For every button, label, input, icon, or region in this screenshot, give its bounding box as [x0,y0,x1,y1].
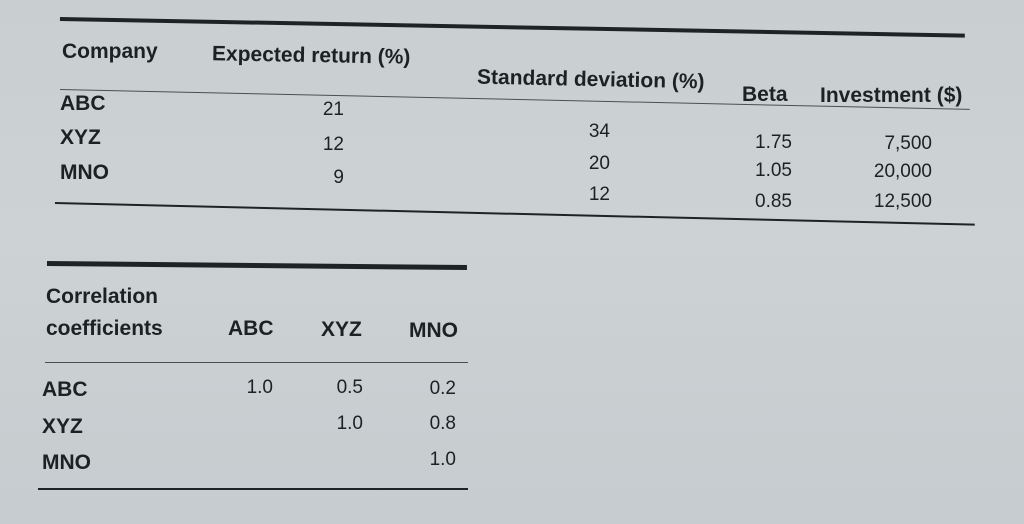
row-company-xyz: XYZ [60,126,101,149]
investment-xyz: 20,000 [873,161,932,182]
table1-bottom-rule [54,202,975,226]
corr-header-xyz: XYZ [321,318,362,341]
header-expected-return: Expected return (%) [211,42,411,69]
corr-row-abc: ABC [42,378,88,401]
corr-row-xyz: XYZ [42,415,83,438]
corr-row-mno: MNO [42,451,91,474]
table2-top-rule [46,261,467,271]
expected-return-mno: 9 [333,167,344,188]
row-company-abc: ABC [60,92,106,115]
corr-abc-mno: 0.2 [429,378,456,399]
investment-abc: 7,500 [884,133,932,154]
corr-header-mno: MNO [409,319,458,342]
header-standard-deviation: Standard deviation (%) [476,65,705,94]
row-company-mno: MNO [60,161,109,184]
corner-label-line1: Correlation [46,285,159,308]
header-investment: Investment ($) [820,84,963,107]
table2-bottom-rule [38,488,468,490]
beta-mno: 0.85 [755,191,792,212]
corr-abc-xyz: 0.5 [336,377,363,398]
corr-xyz-xyz: 1.0 [336,413,363,434]
corr-mno-mno: 1.0 [429,449,456,470]
corr-abc-abc: 1.0 [246,377,273,398]
corr-header-abc: ABC [228,317,274,340]
table2-header-rule [45,362,468,363]
table1-top-rule [59,17,965,38]
corr-xyz-mno: 0.8 [429,413,456,434]
std-dev-xyz: 20 [588,153,610,174]
beta-xyz: 1.05 [755,160,792,181]
header-beta: Beta [742,83,788,106]
beta-abc: 1.75 [755,132,792,153]
expected-return-xyz: 12 [322,134,344,155]
corner-label-line2: coefficients [46,317,163,340]
investment-mno: 12,500 [873,191,932,212]
header-company: Company [62,40,158,63]
std-dev-mno: 12 [588,184,610,205]
std-dev-abc: 34 [588,121,610,142]
expected-return-abc: 21 [322,99,344,120]
